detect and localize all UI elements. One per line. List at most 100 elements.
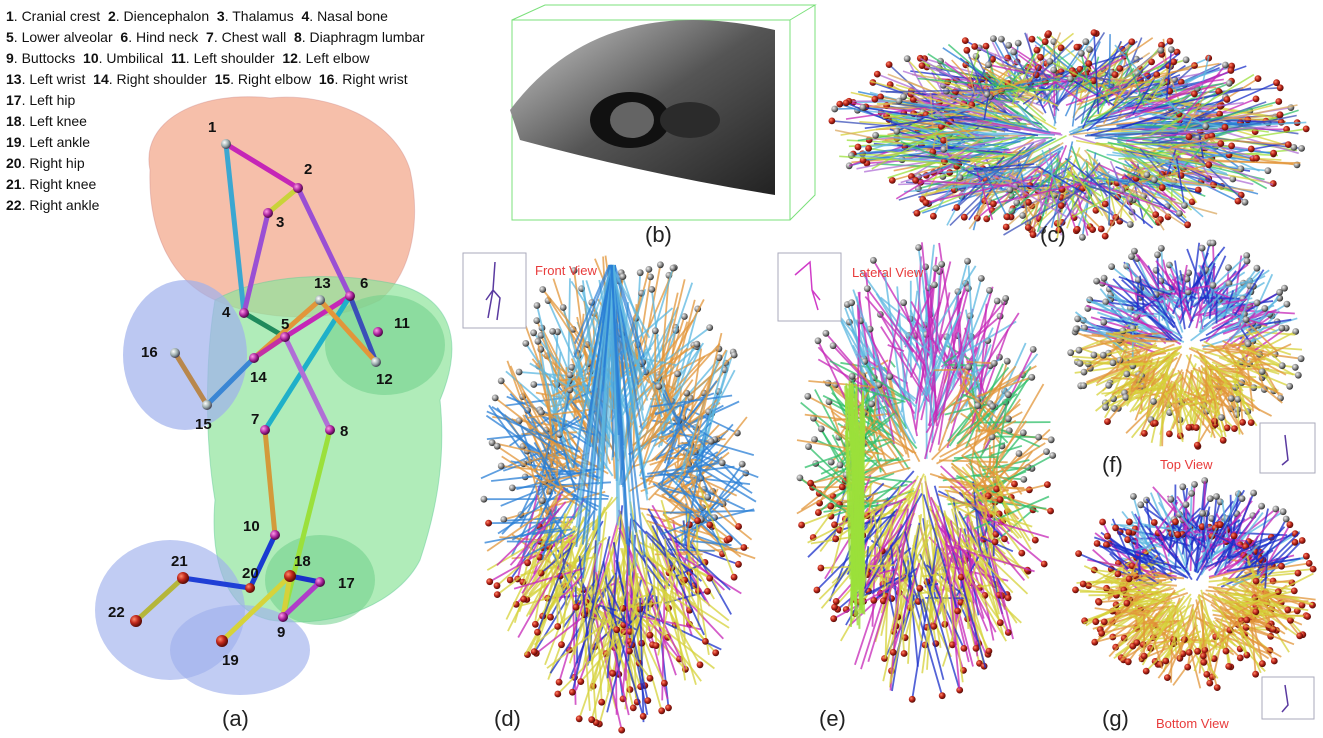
cloud-joint (1181, 202, 1188, 209)
legend-text: . Left knee (21, 113, 87, 129)
cloud-segment (1064, 157, 1154, 229)
cloud-segment (1108, 81, 1168, 84)
legend-item: 1. Cranial crest (6, 8, 104, 24)
cloud-segment (807, 445, 879, 514)
cloud-joint (1192, 424, 1200, 431)
bottom-view-thumbnail (1261, 676, 1315, 720)
cloud-segment (1103, 346, 1140, 357)
cloud-joint (1020, 476, 1028, 483)
cloud-segment (688, 456, 740, 528)
cloud-segment (1135, 99, 1185, 103)
cloud-segment (1084, 41, 1133, 94)
cloud-segment (1195, 280, 1209, 329)
cloud-segment (1264, 550, 1269, 589)
cloud-segment (610, 264, 651, 339)
cloud-segment (1134, 350, 1178, 411)
cloud-segment (650, 394, 733, 408)
cloud-joint (646, 631, 654, 639)
cloud-segment (546, 618, 612, 669)
joint-17 (315, 577, 325, 587)
cloud-segment (935, 283, 970, 350)
cloud-segment (1185, 284, 1214, 291)
cloud-joint (956, 686, 964, 694)
joint-6 (345, 291, 355, 301)
bone (133, 575, 186, 624)
cloud-joint (1043, 448, 1050, 455)
cloud-joint (888, 177, 896, 184)
legs-volume-right (170, 605, 310, 695)
legend-number: 19 (6, 134, 22, 150)
cloud-segment (860, 510, 896, 571)
cloud-joint (506, 576, 514, 584)
cloud-joint (1167, 46, 1175, 53)
joint-15 (202, 400, 212, 410)
panel-label-a: (a) (222, 706, 249, 731)
cloud-segment (1195, 154, 1246, 203)
bone (180, 575, 253, 591)
cloud-joint (1100, 274, 1108, 282)
cloud-joint (1086, 46, 1093, 53)
cloud-joint (879, 597, 887, 605)
cloud-segment (1119, 524, 1155, 538)
cloud-joint (1227, 67, 1235, 74)
cloud-segment (513, 566, 587, 590)
cloud-segment (1190, 295, 1250, 342)
cloud-segment (599, 604, 619, 612)
cloud-segment (686, 524, 691, 554)
bone (241, 210, 271, 316)
cloud-segment (491, 441, 598, 467)
cloud-segment (887, 344, 905, 353)
cloud-joint (1018, 549, 1026, 557)
cloud-segment (1147, 145, 1232, 155)
cloud-segment (691, 475, 709, 498)
panel-label-f: (f) (1102, 452, 1123, 477)
cloud-segment (1204, 271, 1213, 292)
cloud-segment (1156, 353, 1183, 409)
cloud-joint (1010, 48, 1018, 56)
cloud-joint (1303, 552, 1310, 560)
cloud-segment (864, 115, 971, 129)
cloud-segment (1024, 32, 1057, 124)
cloud-joint (493, 582, 501, 590)
legend-text: . Left hip (21, 92, 76, 108)
cloud-joint (938, 692, 946, 700)
cloud-segment (1232, 378, 1253, 423)
cloud-joint (1222, 61, 1229, 69)
cloud-segment (1186, 248, 1210, 307)
cloud-joint (1176, 210, 1183, 217)
cloud-joint (1229, 175, 1237, 183)
joint-label-5: 5 (281, 316, 289, 333)
legend-text: . Hind neck (128, 29, 203, 45)
cloud-segment (1212, 598, 1248, 655)
cloud-joint (730, 351, 738, 359)
cloud-segment (619, 547, 641, 610)
cloud-joint (1184, 221, 1191, 229)
cloud-joint (1272, 505, 1280, 513)
cloud-segment (1131, 537, 1156, 577)
cloud-joint (694, 517, 701, 525)
cloud-joint (1131, 247, 1138, 255)
cloud-joint (1182, 56, 1190, 64)
cloud-joint (1031, 536, 1039, 544)
cloud-segment (1229, 383, 1237, 408)
cloud-joint (1141, 430, 1148, 437)
cloud-joint (1100, 618, 1108, 626)
cloud-segment (677, 553, 742, 595)
cloud-joint (1242, 316, 1250, 323)
cloud-joint (491, 394, 499, 402)
cloud-segment (1132, 164, 1187, 219)
cloud-segment (857, 459, 902, 462)
cloud-segment (1136, 350, 1177, 402)
cloud-segment (1138, 386, 1177, 415)
cloud-segment (618, 527, 687, 669)
cloud-joint (930, 623, 938, 630)
cloud-joint (539, 286, 547, 293)
legend-item: 9. Buttocks (6, 50, 79, 66)
cloud-segment (1222, 615, 1295, 646)
cloud-joint (1243, 252, 1251, 259)
cloud-segment (1152, 486, 1193, 532)
cloud-joint (558, 641, 565, 649)
cloud-segment (1134, 513, 1166, 566)
cloud-segment (937, 493, 1000, 515)
cloud-segment (1093, 32, 1100, 114)
